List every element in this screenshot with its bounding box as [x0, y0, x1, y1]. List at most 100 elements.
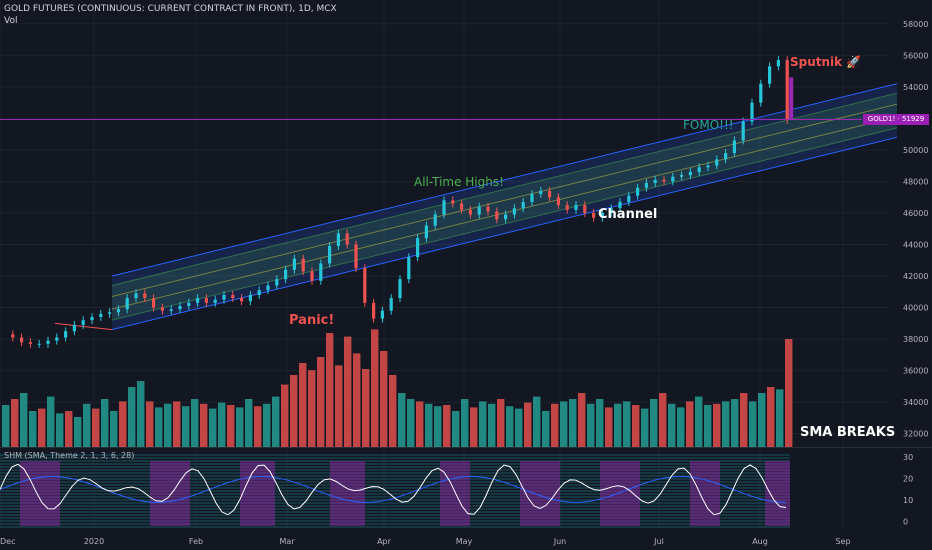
candle-body: [222, 294, 226, 300]
indicator-highlight: [600, 461, 640, 526]
volume-bar: [362, 369, 370, 447]
price-tick-label: 42000: [903, 272, 928, 281]
candle-body: [11, 334, 15, 338]
candle-body: [389, 298, 393, 311]
candle-body: [143, 293, 147, 299]
candle-body: [266, 285, 270, 291]
indicator-tick-label: 10: [903, 496, 913, 505]
price-axis[interactable]: 32000 34000 36000 38000 40000 42000 44000 46000…: [903, 20, 928, 439]
candle-body: [90, 317, 94, 321]
indicator-main-line: [0, 463, 787, 516]
price-tick-label: 40000: [903, 304, 928, 313]
time-tick-label: Apr: [377, 537, 392, 546]
volume-bar: [2, 405, 10, 447]
indicator-axis[interactable]: 0 10 20 30: [903, 453, 913, 527]
channel-line: [111, 92, 898, 286]
indicator-tick-label: 0: [903, 518, 908, 527]
candle-body: [521, 201, 525, 209]
volume-bar: [65, 411, 73, 447]
indicator-highlight: [330, 461, 365, 526]
candle-body: [196, 298, 200, 303]
volume-bar: [83, 403, 91, 447]
indicator-highlight: [240, 461, 275, 526]
candle-body: [292, 258, 296, 270]
annotation-panic: Panic!: [289, 313, 335, 328]
candle-body: [116, 309, 120, 313]
candle-body: [204, 298, 208, 303]
volume-bar: [578, 393, 586, 447]
candle-body: [636, 187, 640, 196]
volume-bar: [524, 402, 532, 447]
volume-bar: [344, 336, 352, 447]
indicator-highlight: [440, 461, 470, 526]
time-tick-label: Sep: [835, 537, 850, 546]
candle-body: [433, 214, 437, 226]
candle-body: [785, 60, 789, 120]
candle-body: [178, 305, 182, 310]
candle-body: [363, 268, 367, 303]
candle-body: [169, 309, 173, 311]
candle-body: [741, 121, 745, 141]
annotation-fomo: FOMO!!!: [683, 118, 734, 132]
volume-bar: [722, 401, 730, 447]
volume-bar: [695, 396, 703, 447]
candle-body: [380, 310, 384, 319]
candles: [11, 56, 794, 348]
candle-body: [644, 183, 648, 188]
annotation-sputnik: Sputnik 🚀: [790, 55, 862, 69]
highlighted-drop-candle: [789, 77, 794, 120]
indicator-highlight: [690, 461, 720, 526]
price-tick-label: 34000: [903, 398, 928, 407]
time-axis[interactable]: Dec 2020 Feb Mar Apr May Jun Jul Aug Sep: [0, 537, 851, 546]
volume-bar: [704, 405, 712, 447]
candle-body: [310, 271, 314, 281]
candle-body: [592, 212, 596, 218]
candle-body: [688, 171, 692, 176]
volume-bar: [227, 405, 235, 447]
annotation-channel: Channel: [598, 207, 658, 222]
volume-bar: [101, 399, 109, 447]
candle-body: [556, 197, 560, 206]
price-tick-label: 48000: [903, 177, 928, 186]
volume-bar: [146, 401, 154, 447]
volume-bar: [380, 351, 388, 447]
candle-body: [213, 299, 217, 303]
candle-body: [662, 179, 666, 182]
volume-bar: [551, 403, 559, 447]
volume-bar: [470, 407, 478, 447]
volume-bar: [281, 384, 289, 447]
candle-body: [495, 211, 499, 220]
candle-body: [231, 294, 235, 299]
candle-body: [609, 208, 613, 213]
price-tick-label: 46000: [903, 209, 928, 218]
indicator-tick-label: 30: [903, 453, 913, 462]
volume-bar: [119, 401, 127, 447]
volume-bar: [290, 375, 298, 447]
candle-body: [37, 343, 41, 345]
volume-bar: [443, 405, 451, 447]
candle-body: [152, 298, 156, 308]
time-tick-label: Jun: [553, 537, 567, 546]
volume-bar: [164, 403, 172, 447]
candle-body: [257, 290, 261, 295]
candle-body: [372, 302, 376, 319]
price-tick-label: 58000: [903, 20, 928, 29]
volume-bar: [20, 393, 28, 447]
volume-bar: [209, 408, 217, 447]
annotation-all-time-highs: All-Time Highs!: [414, 175, 504, 189]
volume-bar: [299, 363, 307, 447]
price-tick-label: 32000: [903, 430, 928, 439]
volume-bar: [155, 407, 163, 447]
candle-body: [134, 293, 138, 299]
volume-bar: [587, 403, 595, 447]
volume-bar: [128, 387, 136, 447]
volume-bar: [236, 407, 244, 447]
volume-bar: [218, 402, 226, 447]
volume-bar: [191, 399, 199, 447]
time-tick-label: Aug: [752, 537, 768, 546]
volume-bar: [56, 413, 64, 447]
regression-channel: [54, 83, 898, 331]
volume-bar: [596, 399, 604, 447]
candle-body: [627, 195, 631, 202]
